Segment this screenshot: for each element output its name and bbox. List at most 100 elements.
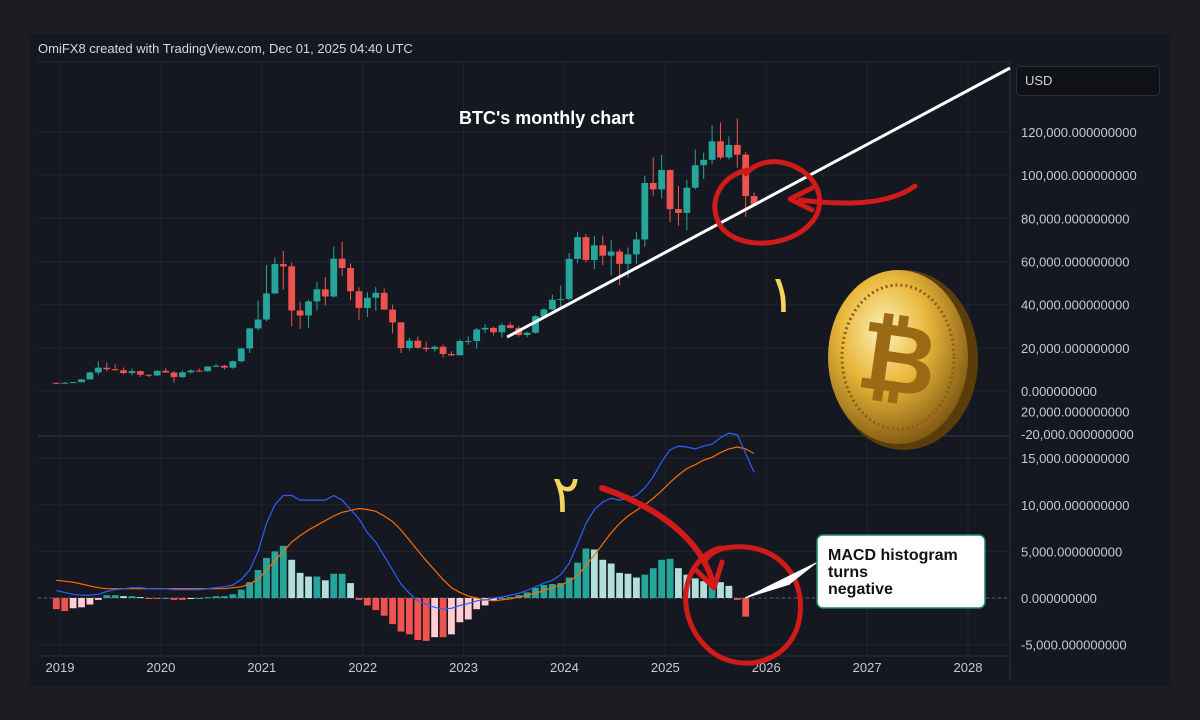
- candle-body: [221, 365, 228, 368]
- candle-body: [498, 325, 506, 333]
- candle-body: [683, 187, 691, 213]
- candle-body: [700, 159, 708, 166]
- histogram-bar: [128, 596, 136, 598]
- macd-callout-text: negative: [828, 581, 893, 598]
- macd-callout-box: [816, 534, 986, 609]
- coin-ring: [840, 283, 956, 431]
- histogram-bar: [431, 598, 439, 638]
- histogram-bar: [136, 597, 144, 599]
- histogram-bar: [464, 598, 472, 620]
- histogram-bar: [658, 559, 666, 598]
- candle-body: [103, 367, 111, 370]
- histogram-bar: [456, 598, 464, 623]
- histogram-bar: [380, 598, 388, 616]
- candle-body: [170, 372, 178, 378]
- bitcoin-coin-icon: ₿: [828, 270, 978, 450]
- candle-body: [431, 346, 439, 350]
- histogram-bar: [237, 589, 245, 598]
- candle-body: [733, 144, 741, 155]
- candle-body: [624, 254, 632, 264]
- annotations: BTC's monthly chart ۱ ۲ MACD histogramturns…: [459, 66, 1011, 666]
- histogram-bar: [574, 562, 581, 598]
- candle-body: [153, 370, 161, 376]
- histogram-bar: [271, 551, 279, 598]
- red-arrow-1: [797, 183, 918, 206]
- red-circle-marker-1: [712, 159, 823, 246]
- candle-body: [380, 292, 388, 310]
- time-axis: 2019 2020 2021 2022 2023 2024 2025 2026 2027 2028: [46, 660, 983, 675]
- candle-body: [120, 370, 127, 374]
- histogram-bar: [153, 598, 161, 599]
- histogram-bar: [69, 598, 77, 609]
- candle-body: [229, 361, 237, 368]
- histogram-bar: [321, 580, 329, 598]
- histogram-bar: [296, 572, 304, 598]
- candle-body: [305, 301, 312, 316]
- candle-body: [389, 309, 396, 323]
- candle-body: [574, 237, 581, 259]
- histogram-bar: [195, 598, 203, 599]
- histogram-bar: [691, 578, 699, 598]
- histogram-bar: [94, 598, 102, 600]
- year-tick-label: 2023: [449, 660, 478, 675]
- candle-body: [355, 291, 363, 308]
- histogram-bar: [363, 598, 371, 606]
- histogram-bar: [254, 570, 262, 598]
- histogram-bar: [221, 596, 228, 598]
- macd-tick-label: 15,000.000000000: [1021, 451, 1129, 466]
- histogram-bar: [498, 598, 506, 599]
- histogram-bar: [700, 581, 708, 598]
- candle-body: [708, 141, 716, 160]
- year-tick-label: 2027: [853, 660, 882, 675]
- price-tick-label: 60,000.000000000: [1021, 255, 1129, 270]
- callout-pointer: [744, 561, 819, 599]
- histogram-bar: [675, 568, 682, 598]
- histogram-bar: [624, 573, 632, 598]
- candle-body: [691, 165, 699, 188]
- candle-body: [372, 292, 380, 298]
- histogram-bar: [599, 559, 607, 598]
- macd-histogram: [52, 545, 750, 641]
- histogram-bar: [649, 568, 657, 598]
- histogram-bar: [279, 545, 287, 598]
- histogram-bar: [439, 598, 447, 638]
- price-tick-label: 100,000.000000000: [1021, 168, 1137, 183]
- red-circle-marker-2: [683, 544, 803, 666]
- histogram-bar: [733, 598, 741, 600]
- histogram-bar: [347, 583, 354, 598]
- candle-body: [582, 237, 590, 260]
- price-tick-label: 120,000.000000000: [1021, 125, 1137, 140]
- candle-body: [406, 340, 413, 349]
- macd-tick-label: 20,000.000000000: [1021, 405, 1129, 420]
- histogram-bar: [103, 595, 111, 598]
- red-arrow-2: [599, 485, 715, 583]
- histogram-bar: [78, 598, 85, 608]
- candle-body: [162, 370, 169, 373]
- candle-body: [616, 251, 623, 264]
- macd-callout-text: turns: [828, 564, 868, 581]
- candle-body: [69, 382, 77, 384]
- histogram-bar: [448, 598, 455, 635]
- candle-body: [136, 371, 144, 375]
- candle-body: [750, 196, 758, 205]
- histogram-bar: [397, 598, 405, 632]
- macd-callout-text: MACD histogram: [828, 547, 958, 564]
- candle-body: [86, 372, 94, 380]
- histogram-bar: [120, 596, 127, 598]
- histogram-bar: [355, 598, 363, 600]
- year-tick-label: 2025: [651, 660, 680, 675]
- candle-body: [422, 347, 430, 350]
- candle-body: [237, 348, 245, 362]
- histogram-bar: [557, 583, 565, 598]
- candle-body: [313, 289, 321, 302]
- candle-body: [448, 353, 455, 356]
- currency-selector[interactable]: USD: [1016, 66, 1160, 96]
- candle-body: [212, 365, 220, 367]
- histogram-bar: [288, 559, 296, 598]
- label-two: ۲: [552, 465, 580, 525]
- histogram-bar: [389, 598, 396, 625]
- candle-body: [61, 382, 69, 384]
- candle-body: [321, 289, 329, 297]
- candle-body: [397, 322, 405, 349]
- histogram-bar: [506, 597, 514, 599]
